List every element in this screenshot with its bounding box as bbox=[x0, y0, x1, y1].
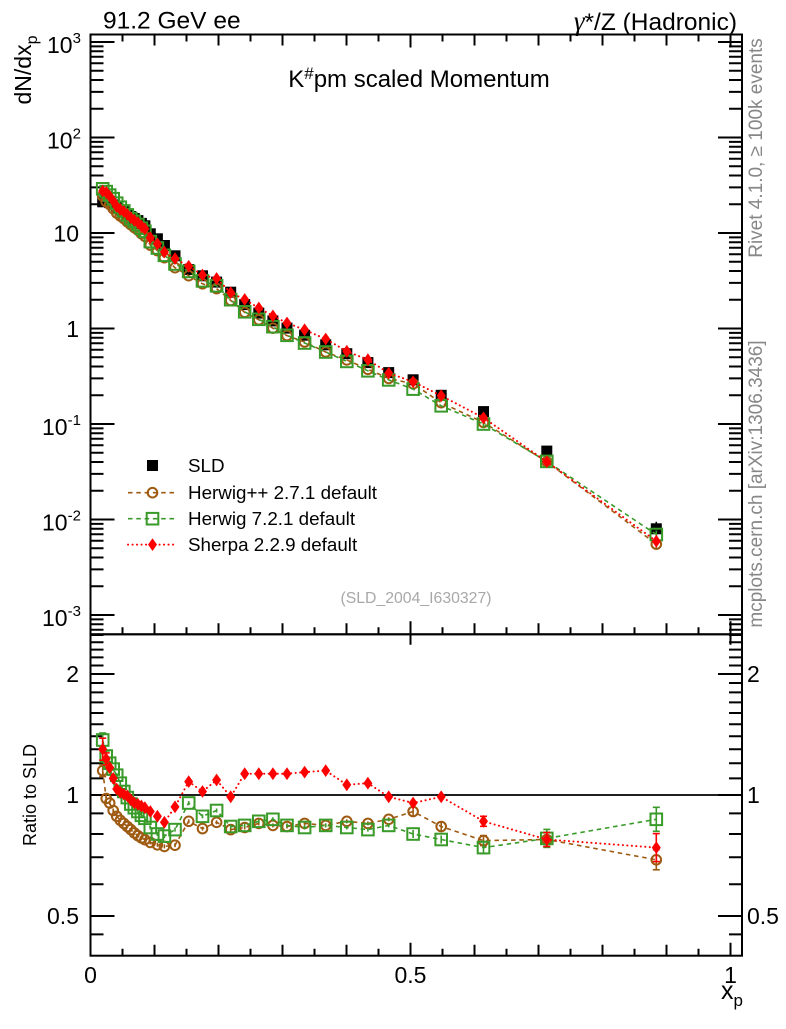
svg-text:10: 10 bbox=[42, 605, 68, 631]
svg-text:Herwig++ 2.7.1 default: Herwig++ 2.7.1 default bbox=[188, 482, 378, 503]
svg-text:10: 10 bbox=[42, 414, 68, 440]
svg-text:-3: -3 bbox=[68, 603, 81, 620]
svg-text:10: 10 bbox=[47, 128, 73, 154]
svg-text:1: 1 bbox=[724, 962, 737, 988]
svg-text:-1: -1 bbox=[68, 412, 81, 429]
svg-text:10: 10 bbox=[53, 221, 79, 247]
svg-text:K#pm scaled Momentum: K#pm scaled Momentum bbox=[288, 64, 550, 93]
svg-text:Sherpa 2.2.9 default: Sherpa 2.2.9 default bbox=[188, 534, 358, 555]
svg-text:91.2 GeV ee: 91.2 GeV ee bbox=[103, 8, 241, 35]
svg-text:(SLD_2004_I630327): (SLD_2004_I630327) bbox=[340, 590, 491, 607]
svg-text:2: 2 bbox=[66, 661, 79, 687]
svg-text:10: 10 bbox=[47, 32, 73, 58]
svg-text:dN/dxp: dN/dxp bbox=[10, 35, 41, 104]
svg-text:0: 0 bbox=[84, 962, 97, 988]
svg-text:0.5: 0.5 bbox=[747, 903, 779, 929]
svg-text:γ*/Z (Hadronic): γ*/Z (Hadronic) bbox=[574, 6, 737, 36]
svg-text:1: 1 bbox=[66, 782, 79, 808]
svg-text:3: 3 bbox=[73, 30, 81, 47]
svg-text:-2: -2 bbox=[68, 508, 81, 525]
svg-text:0.5: 0.5 bbox=[47, 903, 79, 929]
svg-text:10: 10 bbox=[42, 510, 68, 536]
svg-text:Rivet 4.1.0, ≥ 100k events: Rivet 4.1.0, ≥ 100k events bbox=[746, 38, 767, 258]
svg-text:Ratio to SLD: Ratio to SLD bbox=[20, 744, 40, 846]
svg-text:Herwig 7.2.1 default: Herwig 7.2.1 default bbox=[188, 508, 356, 529]
svg-text:SLD: SLD bbox=[188, 455, 225, 476]
svg-text:mcplots.cern.ch [arXiv:1306.34: mcplots.cern.ch [arXiv:1306.3436] bbox=[746, 340, 767, 627]
svg-text:2: 2 bbox=[747, 661, 760, 687]
svg-text:2: 2 bbox=[73, 126, 81, 143]
svg-text:1: 1 bbox=[747, 782, 760, 808]
svg-text:1: 1 bbox=[66, 316, 79, 342]
svg-text:0.5: 0.5 bbox=[395, 962, 427, 988]
